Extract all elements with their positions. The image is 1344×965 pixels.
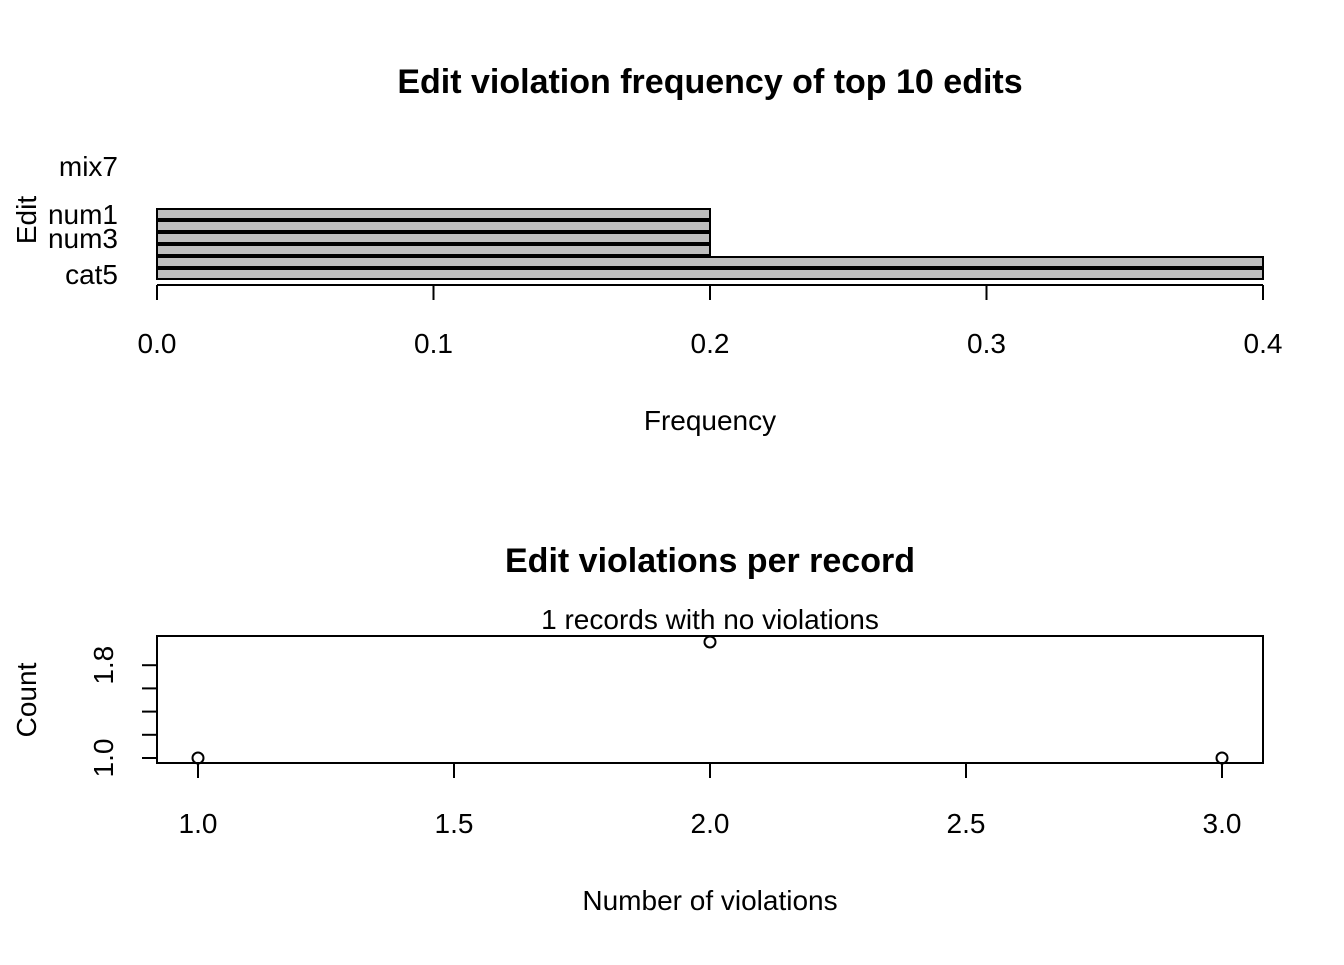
x-tick-label: 0.1 [414, 328, 453, 359]
scatter-plot-box [156, 635, 1264, 764]
bar [156, 244, 711, 256]
x-tick-label: 3.0 [1203, 808, 1242, 839]
y-tick-label: num1 [48, 199, 118, 230]
x-tick-label: 0.3 [967, 328, 1006, 359]
bar-chart-panel: Edit violation frequency of top 10 edits… [11, 63, 1282, 436]
bar-chart-y-axis-label: Edit [11, 196, 42, 244]
bar [156, 232, 711, 244]
x-tick-label: 0.0 [138, 328, 177, 359]
scatter-y-axis-label: Count [11, 662, 42, 737]
bar-chart-title: Edit violation frequency of top 10 edits [397, 63, 1022, 101]
data-point [703, 635, 717, 649]
bar [156, 268, 1264, 280]
scatter-title: Edit violations per record [505, 542, 915, 580]
bar [156, 208, 711, 220]
bar [156, 256, 1264, 268]
data-point [1215, 751, 1229, 765]
bar-chart-x-axis-label: Frequency [644, 405, 776, 436]
scatter-y-axis: 1.0 1.8 [88, 646, 157, 778]
x-tick-label: 1.5 [435, 808, 474, 839]
bar-chart-x-axis: 0.0 0.1 0.2 0.3 0.4 [138, 284, 1283, 359]
scatter-points [191, 635, 1229, 765]
x-tick-label: 1.0 [179, 808, 218, 839]
scatter-panel: Edit violations per record 1 records wit… [11, 542, 1264, 916]
y-tick-label: mix7 [59, 151, 118, 182]
bar [156, 220, 711, 232]
x-tick-label: 0.2 [691, 328, 730, 359]
y-tick-label: 1.8 [88, 646, 119, 685]
x-tick-label: 0.4 [1244, 328, 1283, 359]
scatter-x-axis-label: Number of violations [582, 885, 837, 916]
x-tick-label: 2.0 [691, 808, 730, 839]
y-tick-label: num3 [48, 223, 118, 254]
data-point [191, 751, 205, 765]
y-tick-label: cat5 [65, 259, 118, 290]
scatter-subtitle: 1 records with no violations [541, 604, 879, 635]
y-tick-label: 1.0 [88, 739, 119, 778]
bar-chart-bars [156, 208, 1264, 280]
scatter-x-axis: 1.0 1.5 2.0 2.5 3.0 [179, 763, 1242, 839]
x-tick-label: 2.5 [947, 808, 986, 839]
